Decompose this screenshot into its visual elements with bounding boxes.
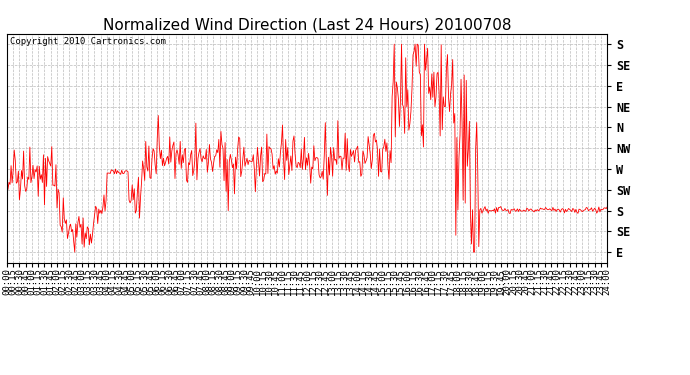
Title: Normalized Wind Direction (Last 24 Hours) 20100708: Normalized Wind Direction (Last 24 Hours… bbox=[103, 18, 511, 33]
Text: Copyright 2010 Cartronics.com: Copyright 2010 Cartronics.com bbox=[10, 37, 166, 46]
